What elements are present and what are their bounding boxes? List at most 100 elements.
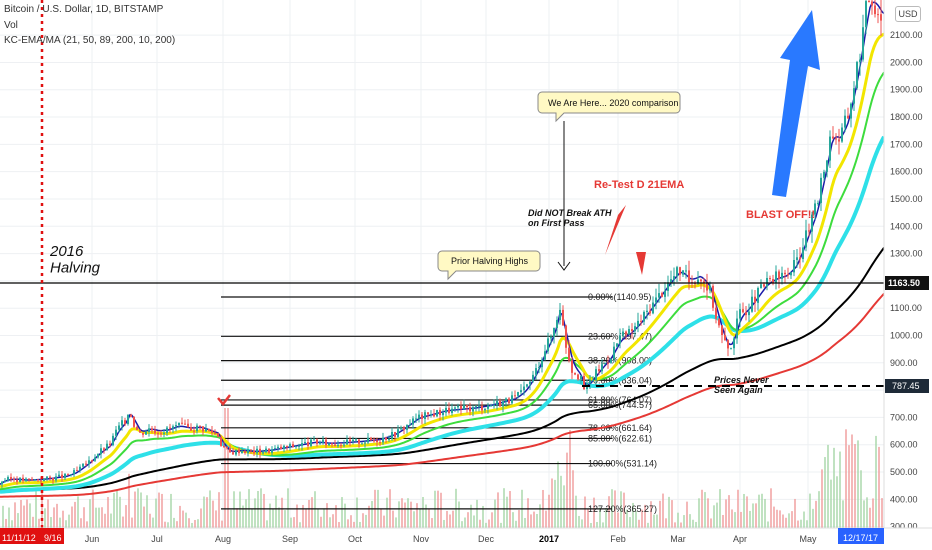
candle-body <box>517 392 519 396</box>
volume-bar <box>857 440 859 528</box>
candle-body <box>343 444 345 446</box>
volume-bar <box>137 488 139 528</box>
candle-body <box>349 439 351 442</box>
candle-body <box>613 346 615 359</box>
date-badge-start <box>0 528 64 544</box>
volume-bar <box>194 519 196 528</box>
volume-bar <box>332 514 334 528</box>
candle-body <box>193 430 195 432</box>
candle-body <box>508 398 510 404</box>
volume-bar <box>182 510 184 528</box>
check-icon <box>217 394 231 406</box>
time-tick-label: Feb <box>610 534 626 544</box>
candle-body <box>259 448 261 454</box>
volume-bar <box>161 493 163 528</box>
candle-body <box>130 414 132 417</box>
volume-bar <box>236 508 238 528</box>
candle-body <box>634 326 636 332</box>
candle-body <box>868 1 870 3</box>
candle-body <box>472 406 474 412</box>
volume-bar <box>278 507 280 528</box>
volume-bar <box>29 503 31 528</box>
candle-body <box>439 409 441 416</box>
volume-bar <box>623 492 625 528</box>
candle-body <box>871 1 873 6</box>
candle-body <box>364 442 366 444</box>
candle-body <box>157 433 159 435</box>
candle-body <box>592 380 594 382</box>
candle-body <box>118 425 120 430</box>
candle-body <box>475 406 477 408</box>
time-axis: Jun Jul Aug Sep Oct Nov Dec 2017 Feb Mar Apr May 11/… <box>0 527 932 550</box>
volume-label: Vol <box>4 20 18 31</box>
candle-body <box>301 443 303 446</box>
candle-body <box>211 430 213 433</box>
volume-bar <box>740 511 742 528</box>
volume-bar <box>14 502 16 528</box>
volume-bar <box>20 499 22 528</box>
volume-bar <box>221 520 223 528</box>
candle-body <box>298 445 300 447</box>
volume-bar <box>50 517 52 528</box>
candle-body <box>127 414 129 425</box>
fib-label: 0.00%(1140.95) <box>588 292 651 302</box>
volume-bar <box>320 516 322 528</box>
volume-bar <box>275 495 277 528</box>
volume-bar <box>863 500 865 528</box>
candle-body <box>367 437 369 443</box>
volume-bar <box>113 492 115 528</box>
volume-bar <box>749 510 751 528</box>
volume-bar <box>497 492 499 528</box>
volume-bar <box>227 408 229 528</box>
candle-body <box>451 408 453 414</box>
candle-body <box>292 444 294 447</box>
candle-body <box>559 309 561 320</box>
candle-body <box>328 443 330 446</box>
volume-bar <box>626 509 628 528</box>
volume-bar <box>551 478 553 528</box>
volume-bar <box>794 498 796 528</box>
candle-body <box>847 115 849 119</box>
candle-body <box>256 448 258 454</box>
did-not-break-label: Did NOT Break ATH on First Pass <box>528 208 612 228</box>
candle-body <box>286 445 288 448</box>
candle-body <box>289 444 291 448</box>
price-tick-label: 600.00 <box>890 440 918 450</box>
volume-bar <box>563 485 565 528</box>
candle-body <box>283 445 285 450</box>
candle-body <box>811 214 813 232</box>
volume-bar <box>680 522 682 528</box>
volume-bar <box>335 505 337 528</box>
price-tick-label: 2000.00 <box>890 57 923 67</box>
currency-button[interactable]: USD <box>895 6 921 22</box>
volume-bar <box>629 517 631 528</box>
volume-bar <box>758 494 760 528</box>
candle-body <box>184 423 186 425</box>
candle-body <box>505 398 507 402</box>
price-tick-label: 1800.00 <box>890 112 923 122</box>
candle-body <box>796 257 798 261</box>
volume-bar <box>149 513 151 528</box>
volume-bar <box>215 510 217 528</box>
candle-body <box>532 374 534 382</box>
never-again-label: Prices Never Seen Again <box>714 375 769 395</box>
candle-body <box>229 447 231 453</box>
volume-bar <box>620 491 622 528</box>
candle-body <box>409 424 411 426</box>
volume-bar <box>347 519 349 528</box>
volume-bar <box>866 497 868 528</box>
candle-body <box>556 319 558 329</box>
candle-body <box>442 412 444 416</box>
candle-body <box>628 329 630 335</box>
candle-body <box>577 374 579 380</box>
candle-body <box>34 479 36 481</box>
candle-body <box>568 347 570 361</box>
time-tick-label: May <box>799 534 817 544</box>
candle-body <box>460 405 462 409</box>
volume-bar <box>203 496 205 528</box>
candle-body <box>190 427 192 431</box>
volume-bar <box>782 514 784 528</box>
volume-bar <box>692 519 694 528</box>
volume-bar <box>371 501 373 528</box>
